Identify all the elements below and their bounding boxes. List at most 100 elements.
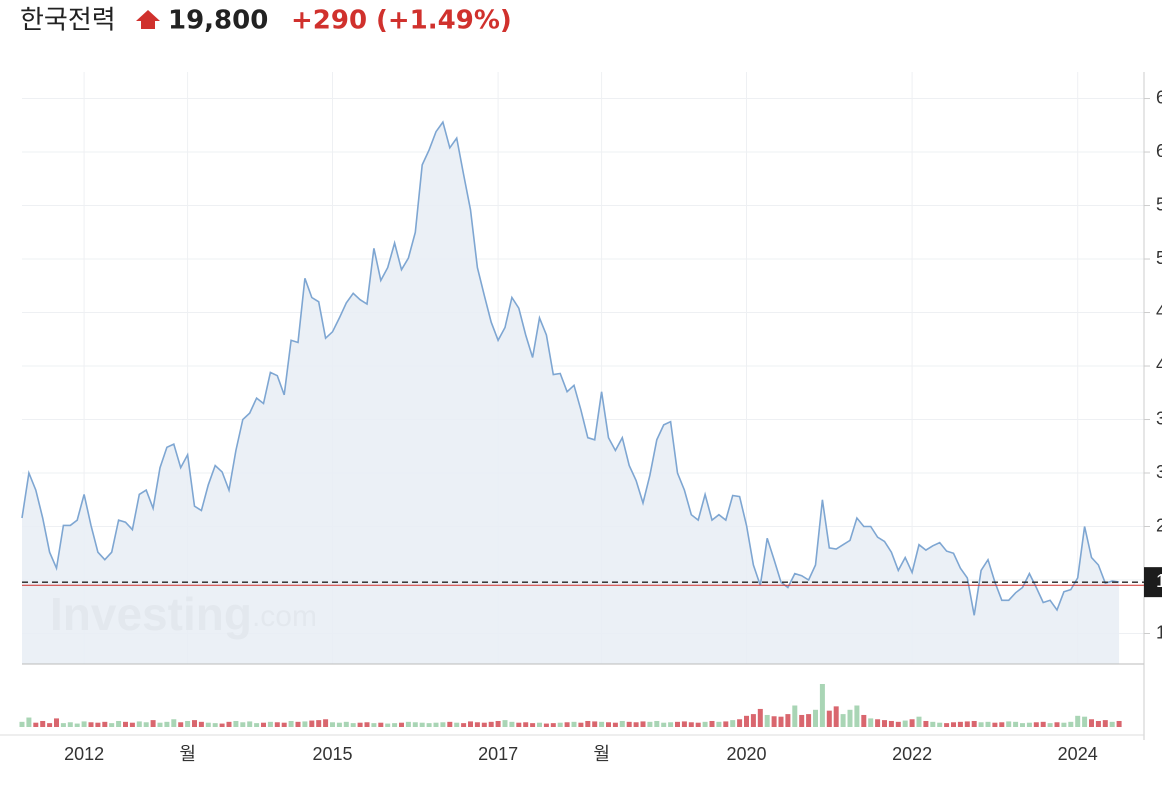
- volume-bar: [495, 720, 501, 727]
- volume-bar: [1095, 720, 1101, 727]
- x-tick-label: 2015: [312, 744, 352, 764]
- volume-bar: [882, 720, 887, 727]
- volume-bar: [537, 722, 542, 727]
- volume-bar: [985, 721, 991, 727]
- volume-bar: [757, 708, 763, 727]
- volume-bar: [109, 723, 115, 727]
- x-tick-label: 2020: [726, 744, 766, 764]
- volume-bar: [606, 722, 611, 727]
- volume-bar: [654, 720, 660, 727]
- volume-bar: [74, 723, 80, 727]
- volume-bar: [226, 721, 232, 727]
- volume-bar: [868, 718, 874, 727]
- volume-bar: [171, 719, 177, 727]
- volume-bar: [60, 723, 66, 727]
- volume-bar: [185, 720, 191, 727]
- volume-bar: [509, 721, 515, 727]
- volume-bar: [454, 722, 460, 727]
- volume-bar: [799, 714, 805, 727]
- volume-bar: [350, 723, 356, 727]
- volume-bar: [543, 723, 549, 727]
- volume-bar: [447, 721, 453, 727]
- volume-bar: [288, 720, 294, 727]
- volume-bar: [261, 722, 266, 727]
- volume-bar: [399, 722, 404, 727]
- volume-bar: [875, 719, 881, 727]
- volume-bar: [178, 722, 184, 727]
- volume-bar: [143, 722, 149, 727]
- volume-bar: [709, 720, 715, 727]
- volume-bar: [274, 722, 280, 727]
- volume-bar: [778, 716, 784, 727]
- volume-bar: [916, 716, 922, 727]
- volume-bar: [323, 719, 329, 727]
- volume-bar: [564, 722, 570, 727]
- volume-bar: [254, 723, 260, 727]
- volume-bar: [164, 721, 170, 727]
- volume-bar: [240, 722, 246, 727]
- price-tag: [1144, 567, 1162, 598]
- volume-bar: [481, 722, 487, 727]
- volume-bar: [785, 714, 791, 727]
- volume-bar: [233, 720, 239, 727]
- volume-bar: [426, 723, 432, 727]
- y-tick-label: 15,000: [1156, 622, 1162, 642]
- volume-bar: [888, 720, 894, 727]
- volume-bar: [675, 721, 680, 727]
- volume-bar: [1075, 715, 1081, 727]
- volume-bar: [688, 722, 694, 727]
- volume-bar: [516, 722, 522, 727]
- volume-bar: [336, 722, 342, 727]
- volume-bar: [88, 722, 94, 727]
- volume-bar: [813, 709, 818, 727]
- volume-bar: [1013, 721, 1019, 727]
- volume-bar: [488, 721, 494, 727]
- volume-bar: [530, 723, 536, 727]
- volume-bar: [592, 721, 598, 727]
- volume-bar: [440, 722, 446, 727]
- volume-bar: [40, 720, 46, 727]
- y-tick-label: 65,000: [1156, 87, 1162, 107]
- volume-bar: [930, 721, 936, 727]
- volume-bar: [923, 720, 929, 727]
- volume-bar: [999, 722, 1005, 727]
- volume-bar: [19, 721, 25, 727]
- x-tick-label: 2012: [64, 744, 104, 764]
- volume-bar: [316, 720, 322, 727]
- volume-bar: [730, 720, 736, 727]
- volume-bar: [1109, 721, 1115, 727]
- volume-bar: [744, 715, 749, 727]
- x-tick-label: 2017: [478, 744, 518, 764]
- volume-bar: [557, 722, 563, 727]
- volume-bar: [281, 722, 287, 727]
- volume-bar: [750, 714, 756, 727]
- volume-bar: [81, 721, 87, 727]
- volume-bar: [944, 723, 950, 727]
- volume-bar: [123, 721, 128, 727]
- volume-bar: [392, 723, 398, 727]
- price: 19,800: [168, 6, 268, 36]
- volume-bar: [578, 722, 584, 727]
- volume-bar: [819, 684, 825, 727]
- volume-bar: [895, 721, 901, 727]
- volume-bar: [633, 722, 639, 727]
- volume-bar: [1054, 722, 1060, 727]
- volume-bar: [826, 710, 832, 727]
- volume-bar: [247, 721, 253, 727]
- volume-bar: [385, 723, 391, 727]
- volume-bar: [343, 721, 349, 727]
- volume-bar: [792, 705, 798, 727]
- volume-bar: [371, 723, 377, 727]
- volume-bar: [833, 706, 839, 727]
- volume-bar: [309, 720, 315, 727]
- volume-bar: [764, 714, 770, 727]
- volume-bar: [585, 720, 591, 727]
- volume-bar: [267, 721, 273, 727]
- y-tick-label: 35,000: [1156, 408, 1162, 428]
- volume-bar: [468, 721, 473, 727]
- volume-bar: [136, 721, 142, 727]
- volume-bar: [95, 722, 101, 727]
- volume-bar: [192, 720, 197, 727]
- volume-bar: [695, 722, 701, 727]
- volume-bar: [523, 722, 529, 727]
